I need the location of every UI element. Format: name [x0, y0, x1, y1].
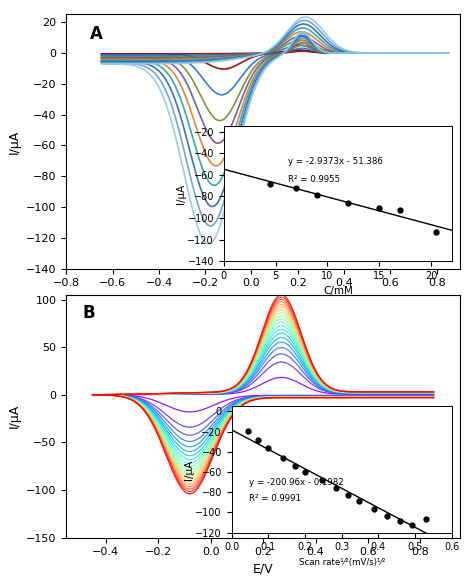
X-axis label: E/V: E/V — [253, 294, 273, 307]
Y-axis label: I/μA: I/μA — [8, 404, 21, 428]
Y-axis label: I/μA: I/μA — [8, 129, 20, 154]
Text: A: A — [90, 25, 103, 43]
Text: B: B — [82, 305, 95, 323]
X-axis label: E/V: E/V — [253, 563, 273, 576]
